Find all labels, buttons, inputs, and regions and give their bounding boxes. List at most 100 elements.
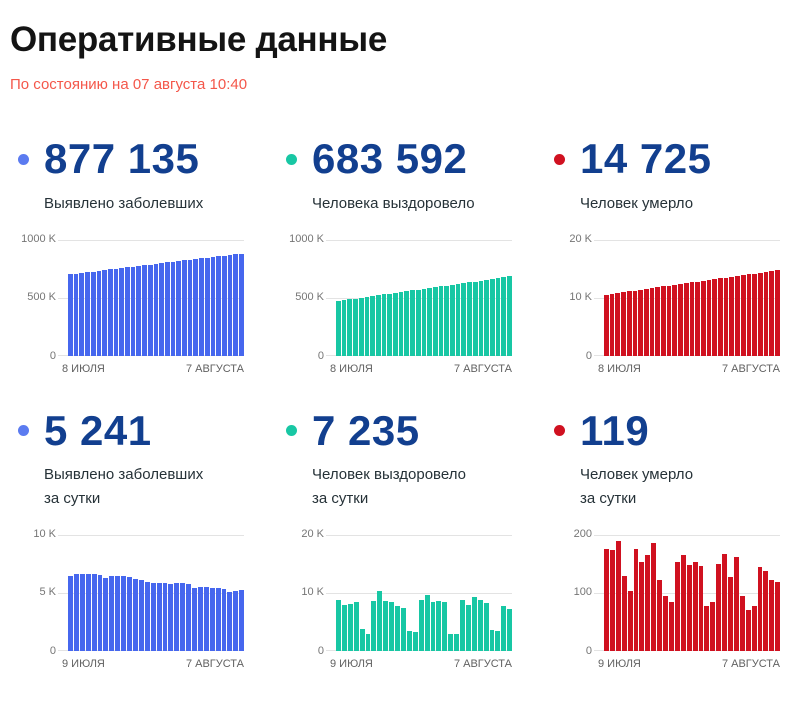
bar: [381, 294, 387, 356]
bar: [455, 283, 461, 356]
bar: [663, 596, 668, 651]
gridline-top: [326, 535, 512, 536]
bar: [156, 583, 162, 651]
bar: [353, 298, 358, 356]
bar: [415, 289, 421, 356]
y-axis-tick-zero: 0: [317, 349, 324, 362]
bar: [655, 287, 661, 356]
bar: [170, 261, 176, 356]
x-axis-label-start: 9 ИЮЛЯ: [330, 658, 373, 670]
stat-card: 5 241 Выявлено заболевших за сутки 10 K 5…: [10, 405, 250, 670]
bar: [227, 254, 233, 356]
bar: [495, 631, 501, 651]
bar: [704, 605, 710, 651]
bar: [430, 601, 436, 651]
bar: [501, 606, 507, 651]
bar: [769, 271, 775, 356]
bar: [621, 292, 626, 356]
bar: [729, 276, 735, 356]
bar: [643, 288, 649, 356]
bar: [375, 295, 381, 356]
bar: [438, 286, 444, 356]
bar: [406, 631, 412, 651]
bar: [604, 294, 609, 356]
bar: [672, 284, 678, 356]
stat-value: 14 725: [580, 135, 712, 182]
bar: [478, 280, 484, 356]
x-axis-label-start: 8 ИЮЛЯ: [330, 362, 373, 375]
bar: [383, 601, 389, 651]
stat-bullet-icon: [554, 153, 565, 165]
bar: [199, 258, 204, 356]
chart-plot-area: 20 K 10 K 0: [569, 233, 780, 362]
bars-container: [68, 535, 245, 651]
stats-grid: 877 135 Выявлено заболевших 1000 K 500 K…: [10, 133, 794, 670]
bar-chart: 20 K 10 K 0 9 ИЮЛЯ 7 АВГУСТА: [278, 528, 518, 670]
stat-value: 877 135: [44, 135, 200, 182]
bar: [668, 601, 674, 651]
bar: [147, 264, 153, 356]
bar: [85, 573, 91, 651]
bar: [444, 285, 450, 356]
bar: [121, 575, 127, 651]
stat-header: 683 592: [278, 133, 518, 186]
bar: [507, 609, 513, 651]
y-axis-tick-mid: 100: [573, 586, 592, 598]
bar: [73, 273, 79, 356]
y-axis-tick-mid: 500 K: [295, 290, 324, 303]
bar: [775, 581, 781, 651]
bar: [180, 583, 186, 651]
bar: [661, 286, 666, 356]
bar: [79, 272, 85, 356]
bar: [153, 263, 159, 356]
y-axis-tick-max: 1000 K: [21, 232, 56, 245]
bar: [393, 292, 398, 356]
bar: [68, 274, 73, 356]
stat-header: 877 135: [10, 133, 250, 186]
bar: [683, 283, 689, 356]
y-axis-tick-max: 10 K: [33, 528, 56, 540]
bar: [484, 279, 489, 356]
stat-header: 7 235: [278, 405, 518, 458]
bar: [633, 548, 639, 651]
bar: [695, 281, 700, 356]
bar: [387, 293, 393, 356]
x-axis-label-end: 7 АВГУСТА: [721, 362, 780, 375]
bar: [119, 268, 125, 356]
y-axis-tick-zero: 0: [317, 645, 324, 657]
bar: [150, 582, 156, 651]
bar: [336, 599, 341, 651]
bar: [666, 285, 672, 356]
y-axis-tick-zero: 0: [49, 645, 56, 657]
bar: [471, 597, 477, 651]
bar: [722, 553, 728, 651]
bar: [757, 566, 763, 651]
x-axis: 9 ИЮЛЯ 7 АВГУСТА: [62, 658, 244, 670]
bar: [347, 299, 353, 356]
bar: [448, 633, 454, 651]
bar: [97, 575, 103, 651]
stat-header: 14 725: [546, 133, 786, 186]
chart-plot-area: 1000 K 500 K 0: [21, 233, 244, 362]
bar: [239, 590, 245, 651]
bar: [692, 562, 698, 651]
bar: [604, 548, 609, 651]
bar: [91, 574, 97, 651]
x-axis-label-start: 8 ИЮЛЯ: [598, 362, 641, 375]
stat-value: 5 241: [44, 406, 152, 454]
bar: [371, 600, 377, 651]
bar: [461, 283, 467, 356]
bar: [632, 290, 638, 356]
x-axis: 8 ИЮЛЯ 7 АВГУСТА: [62, 363, 244, 375]
bars-container: [336, 535, 513, 651]
bar: [740, 275, 746, 356]
bar: [410, 290, 415, 356]
y-axis-tick-max: 20 K: [301, 528, 324, 540]
chart-plot-area: 20 K 10 K 0: [301, 528, 513, 657]
bar: [176, 261, 182, 356]
bar: [341, 605, 347, 651]
bar: [775, 270, 780, 356]
x-axis-label-end: 7 АВГУСТА: [185, 362, 244, 375]
bar: [187, 259, 193, 356]
stat-label: Выявлено заболевших: [44, 194, 204, 212]
